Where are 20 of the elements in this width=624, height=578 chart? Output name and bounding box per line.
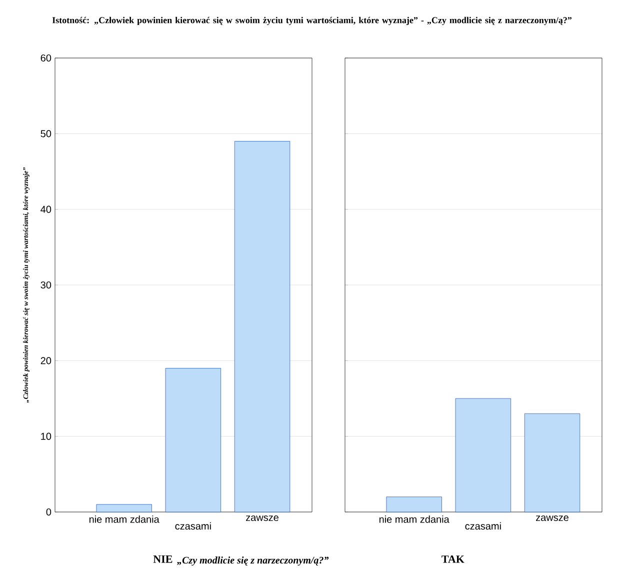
x-tick-label: zawsze: [536, 516, 568, 521]
bar: [165, 368, 222, 512]
x-axis-title: NIE: [153, 556, 172, 563]
x-tick-label: czasami: [175, 522, 211, 530]
x-tick-label: nie mam zdania: [89, 516, 160, 523]
text: „Czy modlicie się z narzeczonym/ą?”: [177, 556, 329, 566]
y-tick-label: 60: [40, 54, 52, 62]
x-tick-label: zawsze: [246, 516, 278, 521]
x-tick-label: czasami: [465, 522, 501, 530]
y-tick-label: 30: [40, 281, 52, 289]
y-tick-label: 50: [40, 130, 52, 138]
x-tick-label: nie mam zdania: [379, 516, 450, 523]
bar: [234, 141, 290, 512]
y-tick-label: 10: [41, 432, 52, 440]
chart-title: Istotność: „Człowiek powinien kierować się w swoim życiu tymi wartościami, które wyznaje” - „Czy modlicie się z narzeczonym/ą?”: [52, 16, 572, 26]
bar: [96, 504, 152, 512]
y-tick-label: 0: [46, 508, 52, 516]
y-tick-label: 20: [40, 357, 52, 364]
y-tick-label: 40: [40, 206, 52, 213]
x-axis-title: TAK: [442, 556, 464, 563]
